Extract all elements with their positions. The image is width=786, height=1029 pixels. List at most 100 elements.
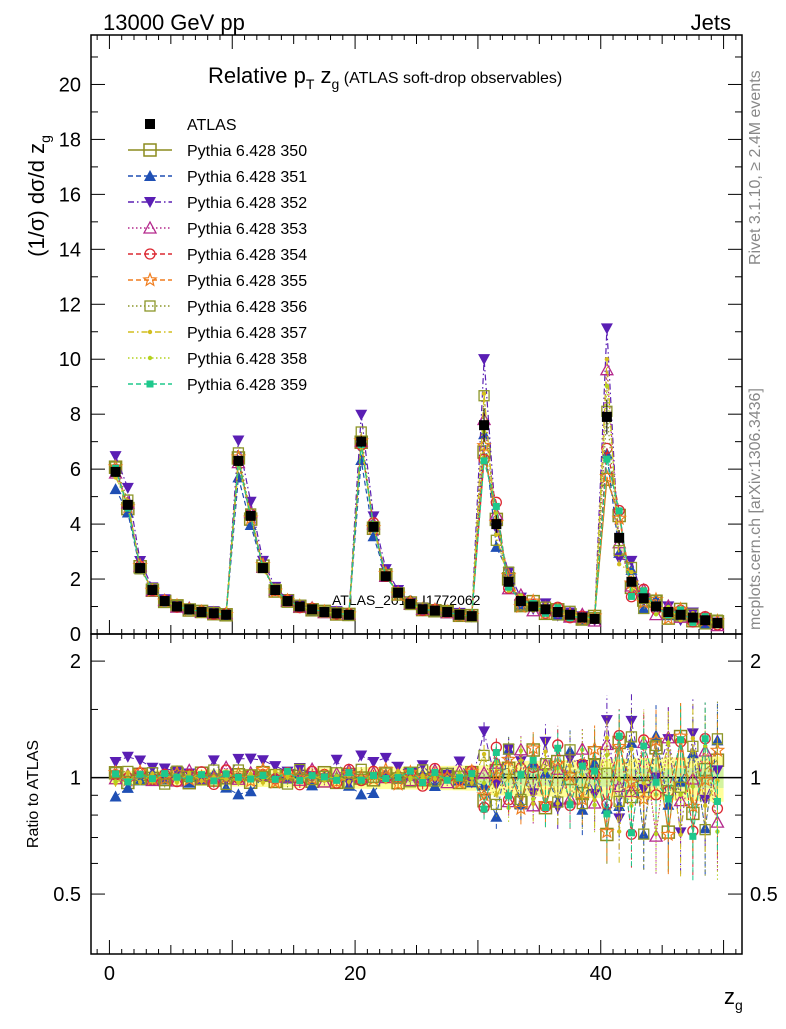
atlas-data-point [196,607,207,618]
mc-ratio-point [223,776,229,782]
legend-entry: Pythia 6.428 355 [128,271,307,290]
main-y-tick-label: 12 [59,294,81,316]
x-axis-label-sub: g [735,997,743,1013]
mc-ratio-point [125,770,131,775]
mc-ratio-point [134,755,147,767]
mc-ratio-point [604,752,610,758]
mc-ratio-point [357,776,365,784]
atlas-data-point [675,609,686,620]
mc-ratio-point [185,775,193,783]
mc-ratio-line [115,736,718,837]
mc-ratio-point [689,832,697,840]
atlas-data-point [700,615,711,626]
mc-ratio-point [453,756,466,768]
mc-ratio-point [210,777,218,785]
mc-point [355,454,368,466]
ratio-ylabel: Ratio to ATLAS [25,740,42,848]
mc-ratio-point [333,776,341,784]
mc-ratio-point [604,735,610,741]
legend-marker [144,170,156,181]
mc-ratio-point [517,771,525,779]
mc-series-line [115,385,718,627]
atlas-data-point [503,576,514,587]
main-title: Relative pT zg (ATLAS soft-drop observab… [208,63,562,92]
mc-ratio-line [115,738,718,835]
mc-ratio-point [616,829,622,834]
mc-point [629,569,634,575]
mc-point [638,602,650,615]
legend-marker [142,271,158,287]
mc-point [604,383,610,389]
legend-marker [144,300,156,312]
title-extra: (ATLAS soft-drop observables) [339,70,562,87]
mc-ratio-point [431,768,439,776]
mc-ratio-point [273,769,278,774]
mc-ratio-point [345,769,353,777]
atlas-data-point [638,593,649,604]
mc-ratio-point [652,778,660,786]
mc-ratio-point [592,802,597,808]
mc-point [478,354,491,366]
mc-point [611,510,627,526]
mc-ratio-point [395,768,401,774]
atlas-data-point [343,609,354,620]
legend-label: Pythia 6.428 357 [187,325,307,342]
main-y-tick-label: 4 [70,514,81,536]
mc-ratio-point [492,749,500,757]
mc-series-line [115,444,718,626]
mc-ratio-point [564,744,576,756]
mc-ratio-point [406,767,414,775]
mc-ratio-point [641,780,646,786]
atlas-data-point [454,609,465,620]
mc-ratio-point [627,829,635,837]
legend-label: ATLAS [187,117,237,134]
mc-ratio-point [478,726,491,738]
mc-point [603,455,611,463]
mc-ratio-series-10 [112,702,721,881]
mc-ratio-point [666,740,671,745]
main-y-tick-label: 6 [70,459,81,481]
main-plot-area: 0 2 4 6 8 10 12 14 16 18 20 [59,35,742,646]
mc-ratio-point [554,744,562,752]
mc-ratio-point [173,773,181,781]
mc-ratio-point [562,767,578,783]
mc-ratio-line [115,720,718,833]
atlas-data-point [245,510,256,521]
mc-ratio-point [648,732,664,748]
mc-ratio-point [555,801,560,806]
atlas-data-point [135,563,146,574]
mc-ratio-point [513,800,529,816]
mc-ratio-point [207,755,220,767]
main-y-tick-label: 16 [59,184,81,206]
mc-ratio-point [506,775,511,780]
atlas-data-point [393,587,404,598]
mc-ratio-point [121,751,134,763]
atlas-data-point [540,604,551,615]
mc-ratio-point [543,749,548,754]
mc-ratio-point [690,784,696,789]
atlas-data-point [712,618,723,629]
mc-ratio-point [284,767,292,775]
mc-ratio-point [403,773,418,787]
x-tick-label: 0 [104,963,115,985]
legend-entry: ATLAS [145,117,237,134]
mc-ratio-point [198,771,206,779]
mc-ratio-point [346,779,352,785]
mc-point [121,482,134,494]
mc-ratio-point [664,795,672,803]
atlas-data-point [687,612,698,623]
legend-entry: Pythia 6.428 351 [128,169,307,186]
mc-ratio-point [586,740,603,756]
mc-ratio-point [379,752,392,764]
header-right: Jets [691,10,731,35]
mc-ratio-point [481,751,487,757]
atlas-data-point [257,563,268,574]
mc-ratio-point [156,770,173,786]
mc-ratio-point [370,772,378,780]
atlas-data-point [466,611,477,622]
atlas-data-point [122,499,133,510]
ratio-frame [90,633,743,955]
legend-label: Pythia 6.428 353 [187,221,307,238]
main-ylabel-text: (1/σ) dσ/d z [24,143,49,257]
